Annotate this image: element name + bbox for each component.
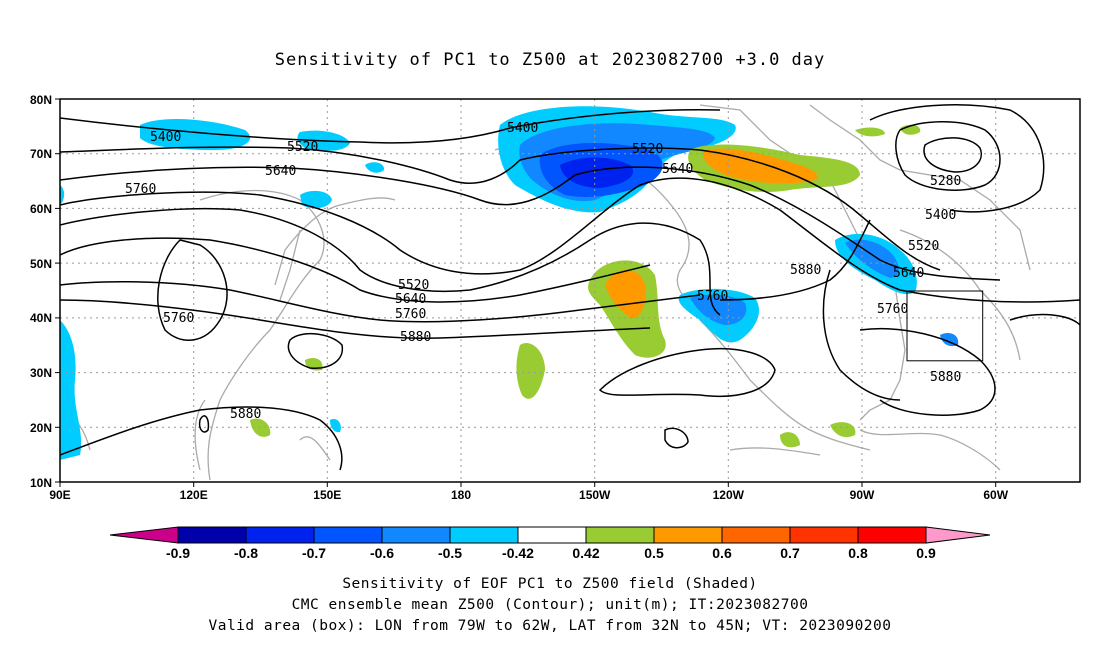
contour-label: 5640 — [893, 266, 924, 281]
lon-label: 90E — [49, 488, 70, 502]
contour-label: 5640 — [662, 162, 693, 177]
colorbar-label: 0.8 — [848, 545, 868, 561]
colorbar-cell — [857, 526, 927, 544]
lon-label: 60W — [983, 488, 1008, 502]
colorbar-label: -0.7 — [302, 545, 326, 561]
contour-label: 5520 — [398, 278, 429, 293]
lon-label: 150W — [579, 488, 611, 502]
colorbar-cell — [177, 526, 247, 544]
colorbar-label: -0.8 — [234, 545, 258, 561]
colorbar-cell — [585, 526, 655, 544]
colorbar-cell — [245, 526, 315, 544]
gridlines — [60, 99, 1080, 482]
colorbar-cell — [517, 526, 587, 544]
colorbar-cells — [177, 526, 927, 544]
colorbar-label: 0.6 — [712, 545, 732, 561]
contour-label: 5520 — [908, 239, 939, 254]
lat-label: 40N — [30, 311, 52, 325]
contour-label: 5760 — [125, 182, 156, 197]
colorbar-labels: -0.9 -0.8 -0.7 -0.6 -0.5 -0.42 0.42 0.5 … — [166, 545, 936, 561]
lat-label: 20N — [30, 421, 52, 435]
plot-frame — [59, 98, 1081, 483]
colorbar-cell — [381, 526, 451, 544]
colorbar-cell — [789, 526, 859, 544]
tick-marks — [55, 98, 997, 487]
caption-shading: Sensitivity of EOF PC1 to Z500 field (Sh… — [342, 576, 758, 592]
lon-label: 120W — [713, 488, 745, 502]
contour-label: 5280 — [930, 174, 961, 189]
chart-title: Sensitivity of PC1 to Z500 at 2023082700… — [274, 50, 826, 70]
contour-label: 5400 — [507, 121, 538, 136]
colorbar-cell — [313, 526, 383, 544]
caption-contour: CMC ensemble mean Z500 (Contour); unit(m… — [291, 597, 809, 613]
colorbar-cell — [449, 526, 519, 544]
lat-label: 70N — [30, 147, 52, 161]
contour-label: 5760 — [697, 289, 728, 304]
contour-label: 5400 — [925, 208, 956, 223]
contour-label: 5880 — [400, 330, 431, 345]
valid-area-box — [906, 290, 984, 362]
contour-label: 5880 — [790, 263, 821, 278]
colorbar-cell — [721, 526, 791, 544]
colorbar-high-arrow — [925, 526, 991, 544]
contour-label: 5760 — [877, 302, 908, 317]
contour-label: 5880 — [230, 407, 261, 422]
colorbar: -0.9 -0.8 -0.7 -0.6 -0.5 -0.42 0.42 0.5 … — [109, 526, 991, 561]
lon-label: 150E — [313, 488, 341, 502]
lon-label: 180 — [451, 488, 471, 502]
lat-label: 60N — [30, 202, 52, 216]
contour-label: 5760 — [163, 311, 194, 326]
colorbar-label: 0.5 — [644, 545, 664, 561]
lon-label: 120E — [180, 488, 208, 502]
contour-label: 5640 — [265, 164, 296, 179]
lat-label: 30N — [30, 366, 52, 380]
colorbar-low-arrow — [109, 526, 179, 544]
caption-valid-area: Valid area (box): LON from 79W to 62W, L… — [208, 618, 892, 634]
map-plot-area: 5400 5520 5640 5760 5760 5520 5640 5760 … — [60, 99, 1080, 482]
colorbar-label: 0.7 — [780, 545, 800, 561]
z500-contours — [60, 104, 1080, 471]
captions: Sensitivity of EOF PC1 to Z500 field (Sh… — [0, 574, 1100, 637]
colorbar-label: -0.6 — [370, 545, 394, 561]
colorbar-label: 0.42 — [572, 545, 599, 561]
colorbar-label: -0.5 — [438, 545, 462, 561]
longitude-labels: 90E 120E 150E 180 150W 120W 90W 60W — [49, 488, 1008, 502]
colorbar-label: -0.9 — [166, 545, 190, 561]
contour-label: 5880 — [930, 370, 961, 385]
contour-label: 5760 — [395, 307, 426, 322]
colorbar-label: -0.42 — [502, 545, 534, 561]
contour-label: 5640 — [395, 292, 426, 307]
colorbar-cell — [653, 526, 723, 544]
lat-label: 50N — [30, 257, 52, 271]
contour-label: 5520 — [287, 140, 318, 155]
colorbar-label: 0.9 — [916, 545, 936, 561]
contour-label: 5520 — [632, 142, 663, 157]
lat-label: 10N — [30, 476, 52, 490]
lat-label: 80N — [30, 93, 52, 107]
latitude-labels: 80N 70N 60N 50N 40N 30N 20N 10N — [30, 93, 52, 490]
contour-label: 5400 — [150, 130, 181, 145]
contour-labels: 5400 5520 5640 5760 5760 5520 5640 5760 … — [125, 121, 961, 422]
lon-label: 90W — [850, 488, 875, 502]
